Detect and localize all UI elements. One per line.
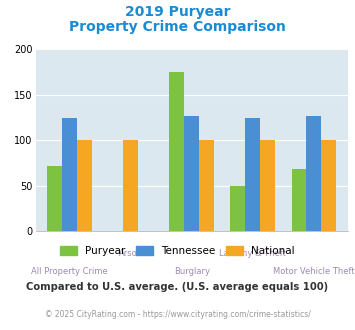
Bar: [77, 140, 92, 231]
Bar: [184, 116, 199, 231]
Bar: [245, 117, 260, 231]
Text: © 2025 CityRating.com - https://www.cityrating.com/crime-statistics/: © 2025 CityRating.com - https://www.city…: [45, 310, 310, 319]
Text: Arson: Arson: [119, 249, 143, 258]
Bar: [291, 169, 306, 231]
Text: Motor Vehicle Theft: Motor Vehicle Theft: [273, 267, 355, 276]
Text: Property Crime Comparison: Property Crime Comparison: [69, 20, 286, 34]
Text: All Property Crime: All Property Crime: [31, 267, 108, 276]
Bar: [62, 117, 77, 231]
Bar: [321, 140, 336, 231]
Bar: [123, 140, 138, 231]
Text: 2019 Puryear: 2019 Puryear: [125, 5, 230, 19]
Bar: [169, 72, 184, 231]
Text: Burglary: Burglary: [174, 267, 210, 276]
Bar: [47, 166, 62, 231]
Legend: Puryear, Tennessee, National: Puryear, Tennessee, National: [56, 242, 299, 260]
Bar: [260, 140, 275, 231]
Text: Larceny & Theft: Larceny & Theft: [219, 249, 286, 258]
Text: Compared to U.S. average. (U.S. average equals 100): Compared to U.S. average. (U.S. average …: [26, 282, 329, 292]
Bar: [306, 116, 321, 231]
Bar: [199, 140, 214, 231]
Bar: [230, 185, 245, 231]
